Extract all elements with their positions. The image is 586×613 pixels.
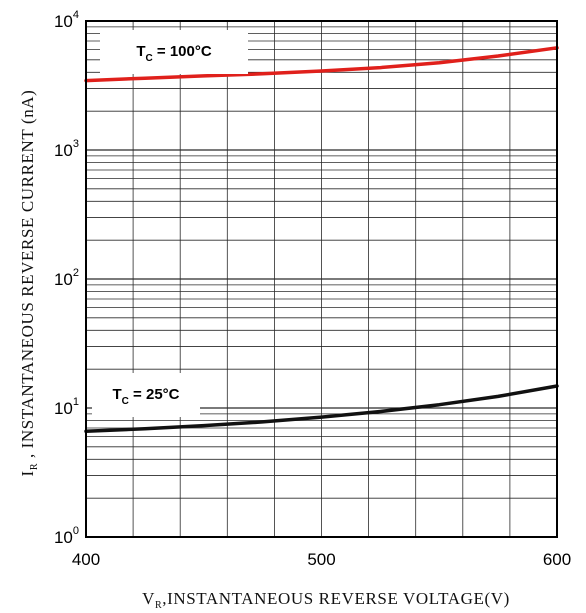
y-tick-labels: 100 101 102 103 104 <box>54 9 79 547</box>
series-label: TC = 25°C <box>112 386 179 407</box>
series-labels: TC = 100°C TC = 25°C <box>92 30 248 417</box>
series-curves <box>84 46 559 434</box>
y-tick-label: 104 <box>54 9 79 31</box>
x-tick-label: 600 <box>543 550 571 569</box>
grid <box>86 21 557 538</box>
series-line <box>84 46 559 83</box>
y-tick-label: 103 <box>54 138 79 160</box>
y-tick-label: 101 <box>54 396 79 418</box>
series-label: TC = 100°C <box>136 43 212 64</box>
x-tick-label: 500 <box>307 550 335 569</box>
y-tick-label: 102 <box>54 267 79 289</box>
series-line <box>84 384 559 434</box>
x-tick-label: 400 <box>72 550 100 569</box>
series-label-background <box>92 373 200 417</box>
series-label-background <box>100 30 248 74</box>
y-axis-title: IR , INSTANTANEOUS REVERSE CURRENT (nA) <box>18 90 40 477</box>
plot-frame <box>85 20 558 538</box>
y-tick-label: 100 <box>54 525 79 547</box>
x-axis-title: VR,INSTANTANEOUS REVERSE VOLTAGE(V) <box>142 589 510 611</box>
x-tick-labels: 400 500 600 <box>72 550 571 569</box>
